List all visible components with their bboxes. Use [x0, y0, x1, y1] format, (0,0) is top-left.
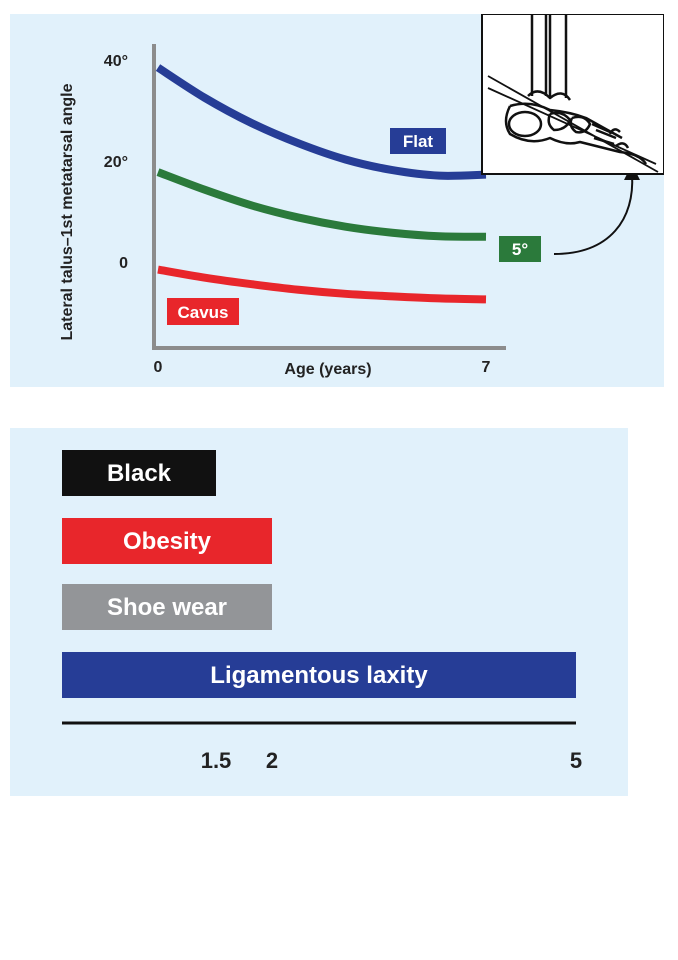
svg-text:5°: 5° [512, 240, 528, 259]
bar-label-2: Shoe wear [107, 594, 227, 621]
svg-text:Cavus: Cavus [177, 303, 228, 322]
angle-age-chart: Lateral talus–1st metatarsal angle Age (… [10, 14, 664, 387]
bar-0 [62, 450, 216, 496]
x-tick-5: 5 [570, 748, 582, 773]
x-tick-7: 7 [482, 359, 491, 376]
bar-label-0: Black [107, 460, 172, 487]
risk-factor-chart: Black Obesity Shoe wear Ligamentous laxity … [10, 428, 628, 796]
y-tick-0: 40° [104, 53, 128, 70]
x-axis-label: Age (years) [284, 361, 371, 378]
foot-radiograph-inset [481, 14, 664, 175]
bar-2 [62, 584, 272, 630]
bar-3 [62, 652, 576, 698]
flat-label: Flat [390, 128, 446, 154]
five-degree-label: 5° [499, 236, 541, 262]
x-tick-2: 2 [266, 748, 278, 773]
series-line-2 [157, 265, 487, 304]
angle-age-plot: Lateral talus–1st metatarsal angle Age (… [59, 14, 664, 378]
svg-text:Flat: Flat [403, 132, 434, 151]
y-tick-2: 0 [119, 255, 128, 272]
bar-label-1: Obesity [123, 528, 212, 555]
arrow-to-inset [553, 173, 634, 255]
series-line-1 [156, 168, 487, 241]
bar-1 [62, 518, 272, 564]
bar-label-3: Ligamentous laxity [210, 662, 428, 689]
y-tick-1: 20° [104, 154, 128, 171]
series-line-0 [155, 64, 487, 180]
cavus-label: Cavus [167, 298, 239, 325]
x-tick-1-5: 1.5 [201, 748, 232, 773]
x-tick-0: 0 [154, 359, 163, 376]
y-axis-label: Lateral talus–1st metatarsal angle [59, 83, 76, 340]
